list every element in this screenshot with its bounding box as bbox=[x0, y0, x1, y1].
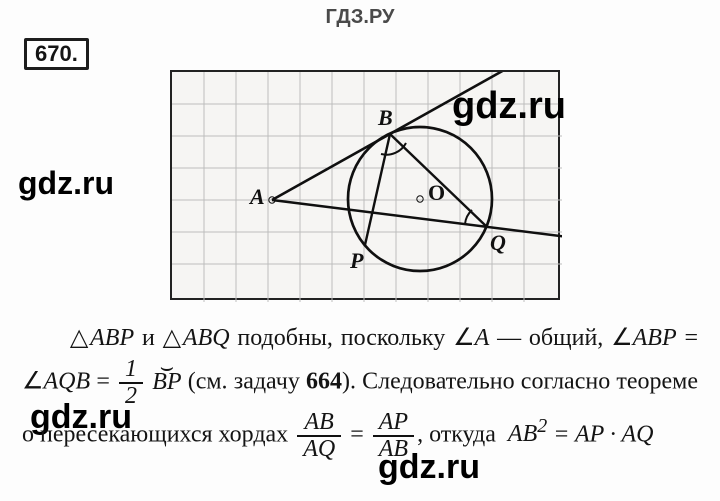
tri-abq: ABQ bbox=[183, 325, 230, 351]
sq-exp: 2 bbox=[537, 415, 547, 437]
eq3: = bbox=[344, 421, 370, 447]
frac2: APAB bbox=[373, 410, 414, 462]
frac2-den: AB bbox=[373, 437, 414, 462]
grid-lines bbox=[172, 72, 562, 302]
angle-symbol-2: ∠ bbox=[611, 325, 633, 351]
arc-bp: BP bbox=[152, 364, 181, 401]
figure-svg bbox=[172, 72, 562, 302]
txt-similar: подобны, поскольку bbox=[230, 325, 454, 351]
comma: , bbox=[417, 421, 423, 447]
frac1: ABAQ bbox=[297, 410, 341, 462]
ang-abp: ABP bbox=[633, 325, 677, 351]
label-a: A bbox=[250, 184, 265, 210]
angle-symbol: ∠ bbox=[453, 325, 475, 351]
ab-sq-base: AB bbox=[508, 421, 537, 447]
tri-abp: ABP bbox=[90, 325, 134, 351]
ang-a: A bbox=[475, 325, 490, 351]
watermark-2: gdz.ru bbox=[18, 165, 114, 202]
txt-see: (см. задачу bbox=[182, 369, 306, 395]
line-aq bbox=[272, 200, 562, 240]
ab-sq: AB2 bbox=[508, 421, 547, 447]
angle-mark-q bbox=[465, 210, 472, 224]
triangle-symbol: △ bbox=[68, 325, 90, 351]
label-o: O bbox=[428, 180, 445, 206]
label-p: P bbox=[350, 248, 363, 274]
frac-half-num: 1 bbox=[119, 357, 143, 384]
txt-hence: откуда bbox=[429, 421, 502, 447]
problem-number-badge: 670. bbox=[24, 38, 89, 70]
geometry-shapes bbox=[269, 72, 562, 271]
solution-text: △ABP и △ABQ подобны, поскольку ∠A — общи… bbox=[22, 320, 698, 462]
frac-half: 12 bbox=[119, 357, 143, 409]
line-bp bbox=[365, 134, 390, 245]
frac2-num: AP bbox=[373, 410, 414, 437]
triangle-symbol-2: △ bbox=[163, 325, 183, 351]
label-q: Q bbox=[490, 230, 506, 256]
frac1-num: AB bbox=[297, 410, 341, 437]
geometry-figure: A B O P Q bbox=[170, 70, 560, 300]
txt-common: — общий, bbox=[489, 325, 603, 351]
ref-664: 664 bbox=[306, 369, 342, 395]
label-b: B bbox=[378, 105, 393, 131]
angle-symbol-3: ∠ bbox=[22, 369, 44, 395]
frac-half-den: 2 bbox=[119, 384, 143, 409]
frac1-den: AQ bbox=[297, 437, 341, 462]
eq2: = bbox=[90, 369, 116, 395]
center-dot bbox=[417, 196, 423, 202]
main-circle bbox=[348, 127, 492, 271]
ang-aqb: AQB bbox=[44, 369, 91, 395]
txt-and: и bbox=[134, 325, 163, 351]
prod: = AP · AQ bbox=[547, 421, 653, 447]
eq1: = bbox=[677, 325, 698, 351]
site-header: ГДЗ.РУ bbox=[0, 0, 720, 29]
